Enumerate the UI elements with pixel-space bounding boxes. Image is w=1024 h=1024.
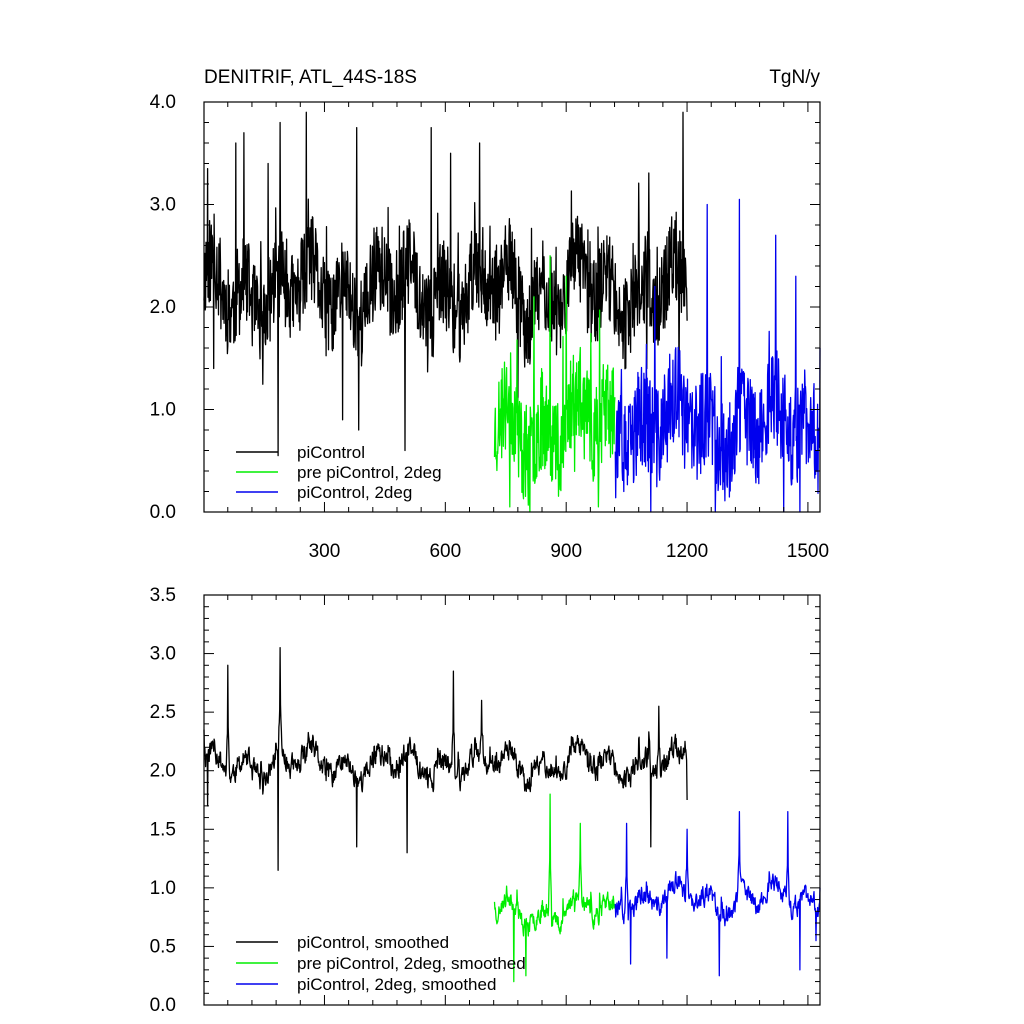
plot-title: DENITRIF, ATL_44S-18S bbox=[204, 67, 417, 88]
bottom-legend-label-1: piControl, smoothed bbox=[297, 933, 449, 952]
bottom-panel: 0.0 0.5 1.0 1.5 2.0 2.5 3.0 3.5 piControl, smoo… bbox=[150, 585, 821, 1016]
units-label: TgN/y bbox=[769, 67, 820, 88]
top-y-tick-label: 0.0 bbox=[150, 502, 176, 523]
bottom-y-tick-label: 2.0 bbox=[150, 761, 176, 782]
bottom-series-line-3 bbox=[614, 811, 821, 977]
bottom-y-tick-label: 0.0 bbox=[150, 995, 176, 1016]
bottom-y-tick-label: 3.0 bbox=[150, 644, 176, 665]
top-legend-label-3: piControl, 2deg bbox=[297, 483, 412, 502]
bottom-legend: piControl, smoothed pre piControl, 2deg, … bbox=[236, 933, 526, 994]
top-panel: 0.0 1.0 2.0 3.0 4.0 300 600 900 1200 1500 piContr… bbox=[150, 92, 829, 562]
bottom-y-tick-label: 0.5 bbox=[150, 936, 176, 957]
top-x-tick-label: 1500 bbox=[787, 541, 829, 562]
bottom-plot-frame bbox=[203, 594, 821, 1006]
top-x-tick-label: 300 bbox=[309, 541, 341, 562]
bottom-y-tick-label: 3.5 bbox=[150, 585, 176, 606]
bottom-series-group bbox=[203, 647, 821, 983]
bottom-y-tick-label: 1.5 bbox=[150, 819, 176, 840]
top-legend-label-1: piControl bbox=[297, 443, 365, 462]
top-y-tick-label: 1.0 bbox=[150, 400, 176, 421]
bottom-y-tick-label: 1.0 bbox=[150, 878, 176, 899]
top-x-tick-label: 1200 bbox=[666, 541, 708, 562]
top-series-line-1 bbox=[203, 111, 688, 457]
bottom-axis-ticks: 0.0 0.5 1.0 1.5 2.0 2.5 3.0 3.5 bbox=[150, 585, 820, 1016]
top-y-tick-label: 3.0 bbox=[150, 195, 176, 216]
bottom-legend-label-2: pre piControl, 2deg, smoothed bbox=[297, 954, 526, 973]
top-legend-label-2: pre piControl, 2deg bbox=[297, 463, 442, 482]
top-y-tick-label: 4.0 bbox=[150, 92, 176, 113]
top-axis-ticks: 0.0 1.0 2.0 3.0 4.0 300 600 900 1200 1500 bbox=[150, 92, 829, 562]
bottom-y-tick-label: 2.5 bbox=[150, 702, 176, 723]
top-series-group bbox=[203, 111, 821, 513]
top-y-tick-label: 2.0 bbox=[150, 297, 176, 318]
top-plot-frame bbox=[203, 101, 821, 513]
top-x-tick-label: 900 bbox=[550, 541, 582, 562]
top-x-tick-label: 600 bbox=[429, 541, 461, 562]
bottom-legend-label-3: piControl, 2deg, smoothed bbox=[297, 975, 496, 994]
bottom-series-line-1 bbox=[203, 647, 688, 871]
bottom-series-line-2 bbox=[493, 793, 616, 983]
top-series-line-3 bbox=[614, 198, 821, 513]
top-series-line-2 bbox=[493, 255, 616, 513]
